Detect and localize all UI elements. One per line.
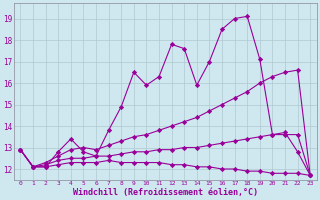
X-axis label: Windchill (Refroidissement éolien,°C): Windchill (Refroidissement éolien,°C) xyxy=(73,188,258,197)
